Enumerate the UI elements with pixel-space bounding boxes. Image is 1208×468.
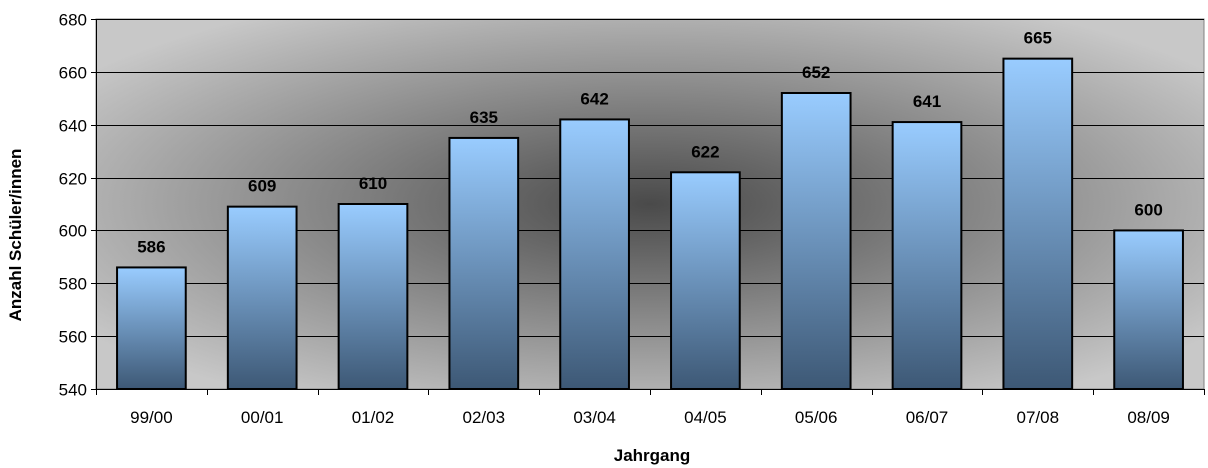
data-label: 635 [470,108,498,127]
data-label: 652 [802,63,830,82]
x-tick-label: 07/08 [1017,408,1060,427]
bar [891,121,963,390]
bar [448,136,520,390]
x-tick-label: 06/07 [906,408,949,427]
bar [226,205,298,390]
y-tick-label: 580 [59,275,87,294]
bar [670,171,741,390]
x-tick-label: 00/01 [241,408,284,427]
bars [116,57,1184,391]
y-tick-label: 600 [59,222,87,241]
bar [1113,229,1184,390]
bar [559,118,630,391]
x-tick-label: 99/00 [130,408,173,427]
y-tick-label: 560 [59,328,87,347]
data-label: 641 [913,92,941,111]
bar [1002,57,1074,391]
data-label: 665 [1024,29,1052,48]
bar [337,203,409,390]
data-label: 610 [359,174,387,193]
x-axis: 99/00 00/01 01/02 02/03 03/04 04/05 05/06 06/07… [96,389,1205,427]
x-tick-label: 05/06 [795,408,838,427]
y-tick-label: 680 [59,11,87,30]
data-label: 622 [691,142,719,161]
data-labels: 586 609 610 635 642 622 652 641 665 600 [137,29,1163,257]
x-tick-label: 04/05 [684,408,727,427]
x-tick-label: 08/09 [1127,408,1170,427]
y-axis-title: Anzahl Schüler/innen [6,149,25,322]
bar [116,266,187,390]
data-label: 609 [248,177,276,196]
y-tick-label: 640 [59,117,87,136]
x-axis-title: Jahrgang [614,446,691,465]
y-tick-label: 540 [59,381,87,400]
x-tick-label: 01/02 [352,408,395,427]
y-axis: 540 560 580 600 620 640 660 680 [59,11,97,400]
data-label: 586 [137,237,165,256]
y-tick-label: 660 [59,64,87,83]
bar [780,92,852,390]
x-tick-label: 03/04 [573,408,616,427]
x-tick-label: 02/03 [463,408,506,427]
data-label: 642 [580,89,608,108]
y-tick-label: 620 [59,170,87,189]
data-label: 600 [1134,200,1162,219]
